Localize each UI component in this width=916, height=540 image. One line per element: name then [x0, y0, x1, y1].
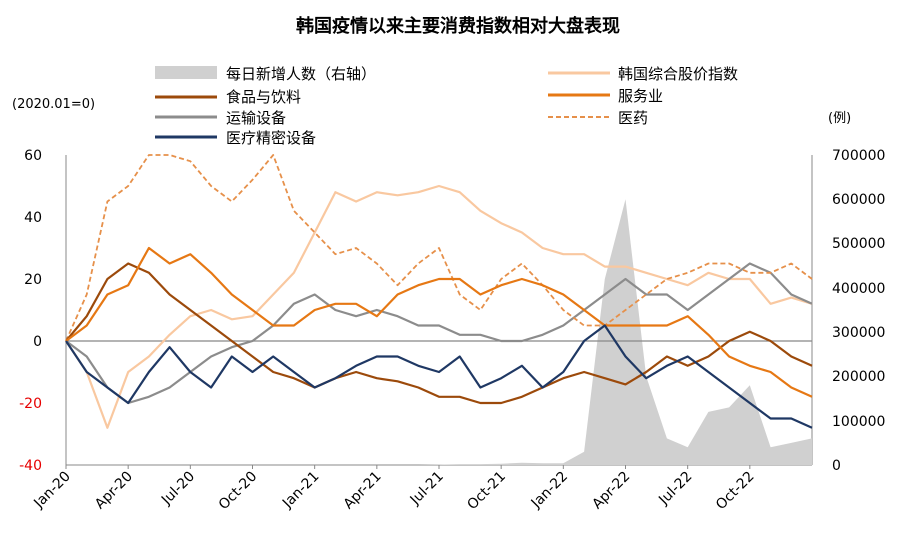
right-tick-label: 0	[832, 458, 841, 474]
series-medicine-line	[65, 154, 813, 342]
right-tick-label: 100000	[832, 414, 885, 430]
left-tick-label: 40	[24, 210, 42, 226]
legend: 每日新增人数（右轴） 食品与饮料 运输设备 医疗精密设备 韩国综合股价指数 服务…	[155, 65, 738, 147]
right-axis-unit: (例)	[828, 111, 851, 126]
series-kospi-line	[65, 184, 813, 429]
x-tick-label: Jul-20	[158, 469, 198, 509]
legend-label-cases: 每日新增人数（右轴）	[226, 65, 376, 83]
x-tick-label: Jan-22	[528, 469, 571, 512]
legend-label-service: 服务业	[618, 87, 663, 105]
left-tick-label: -40	[19, 458, 42, 474]
x-tick-label: Oct-20	[216, 469, 261, 514]
legend-label-transport: 运输设备	[226, 109, 286, 127]
chart-title: 韩国疫情以来主要消费指数相对大盘表现	[296, 15, 620, 37]
x-tick-label: Oct-21	[464, 469, 509, 514]
x-tick-label: Apr-20	[92, 469, 136, 513]
left-tick-label: 20	[24, 272, 42, 288]
legend-label-kospi: 韩国综合股价指数	[618, 65, 738, 83]
right-tick-label: 200000	[832, 369, 885, 385]
series-transport-line	[65, 262, 813, 405]
x-tick-label: Apr-21	[341, 469, 385, 513]
left-tick-label: 0	[33, 334, 42, 350]
plot-area	[65, 154, 813, 466]
left-tick-label: -20	[19, 396, 42, 412]
right-tick-label: 700000	[832, 148, 885, 164]
legend-label-food: 食品与饮料	[226, 88, 301, 106]
legend-swatch-cases	[155, 66, 217, 79]
left-axis-unit: (2020.01=0)	[12, 97, 95, 112]
legend-label-medicine: 医药	[618, 109, 648, 127]
series-food-line	[65, 262, 813, 405]
legend-label-medical-device: 医疗精密设备	[226, 129, 316, 147]
series-service-line	[65, 246, 813, 398]
left-axis-ticks: 60 40 20 0 -20 -40	[19, 148, 42, 474]
right-axis-ticks: 700000 600000 500000 400000 300000 20000…	[832, 148, 885, 474]
series-cases-area	[66, 199, 812, 466]
series-medical-device-line	[65, 324, 813, 429]
x-tick-label: Jul-21	[407, 469, 447, 509]
x-tick-label: Jul-22	[655, 469, 695, 509]
x-tick-label: Apr-22	[589, 469, 633, 513]
x-tick-label: Jan-20	[30, 469, 73, 512]
right-tick-label: 600000	[832, 192, 885, 208]
right-tick-label: 500000	[832, 236, 885, 252]
x-tick-label: Jan-21	[279, 469, 322, 512]
right-tick-label: 400000	[832, 281, 885, 297]
right-tick-label: 300000	[832, 325, 885, 341]
x-axis-ticks: Jan-20 Apr-20 Jul-20 Oct-20 Jan-21 Apr-21 Jul-…	[30, 465, 758, 514]
x-tick-label: Oct-22	[713, 469, 758, 514]
left-tick-label: 60	[24, 148, 42, 164]
